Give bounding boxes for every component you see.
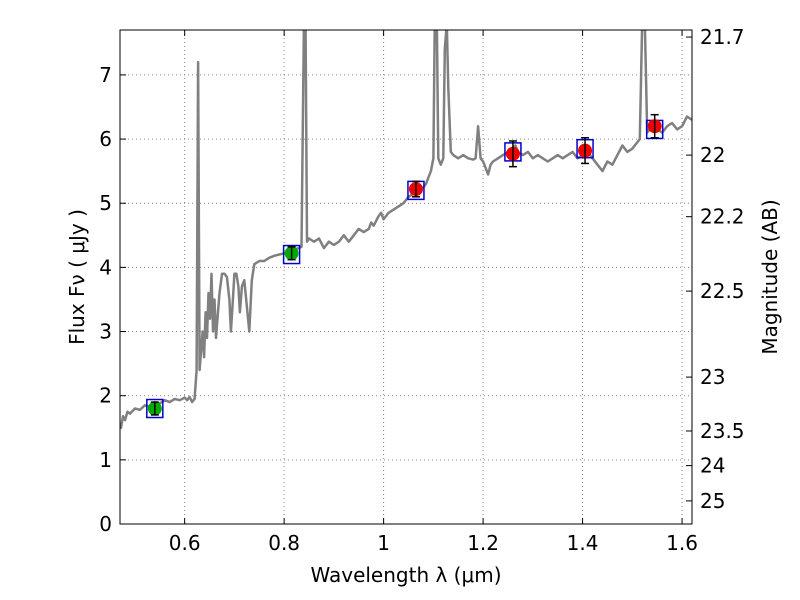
y2-tick-label: 22.2 bbox=[700, 205, 745, 229]
y-tick-label: 1 bbox=[99, 448, 112, 472]
y2-tick-label: 23 bbox=[700, 365, 725, 389]
plot-frame bbox=[119, 29, 693, 525]
y-tick-label: 7 bbox=[99, 63, 112, 87]
y2-tick-label: 22 bbox=[700, 143, 725, 167]
y2-tick-label: 25 bbox=[700, 489, 725, 513]
spectrum-layer bbox=[120, 30, 692, 430]
y-tick-label: 6 bbox=[99, 127, 112, 151]
model-box bbox=[282, 244, 301, 265]
x-axis-title: Wavelength λ (μm) bbox=[310, 563, 501, 587]
ticks: 0.6 0.8 1 1.2 1.4 1.60123456721.72222.222.523… bbox=[99, 25, 744, 555]
x-tick-label: 1.6 bbox=[666, 531, 698, 555]
x-tick-label: 1 bbox=[377, 531, 390, 555]
x-tick-label: 1.4 bbox=[567, 531, 599, 555]
y-tick-label: 5 bbox=[99, 191, 112, 215]
y-axis-title: Flux Fν ( μJy ) bbox=[65, 209, 89, 345]
y2-tick-label: 23.5 bbox=[700, 419, 745, 443]
x-tick-label: 0.8 bbox=[268, 531, 300, 555]
y-tick-label: 2 bbox=[99, 384, 112, 408]
model-box bbox=[146, 398, 164, 419]
x-tick-label: 1.2 bbox=[467, 531, 499, 555]
points-layer bbox=[146, 113, 664, 419]
y2-tick-label: 22.5 bbox=[700, 279, 745, 303]
spectrum-line bbox=[120, 30, 692, 430]
y-tick-label: 3 bbox=[99, 320, 112, 344]
y2-tick-label: 24 bbox=[700, 454, 725, 478]
y2-tick-label: 21.7 bbox=[700, 25, 745, 49]
y2-axis-title: Magnitude (AB) bbox=[758, 199, 782, 354]
y-tick-label: 0 bbox=[99, 512, 112, 536]
y-tick-label: 4 bbox=[99, 255, 112, 279]
x-tick-label: 0.6 bbox=[169, 531, 201, 555]
